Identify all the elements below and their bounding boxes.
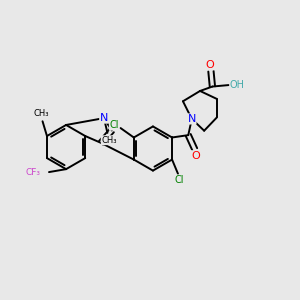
Text: CH₃: CH₃: [101, 136, 117, 145]
Text: N: N: [100, 113, 108, 123]
Text: O: O: [205, 60, 214, 70]
Text: CF₃: CF₃: [25, 168, 40, 177]
Text: OH: OH: [230, 80, 245, 90]
Text: O: O: [191, 151, 200, 161]
Text: Cl: Cl: [175, 175, 184, 185]
Text: CH₃: CH₃: [33, 110, 49, 118]
Text: N: N: [188, 114, 196, 124]
Text: Cl: Cl: [109, 120, 119, 130]
